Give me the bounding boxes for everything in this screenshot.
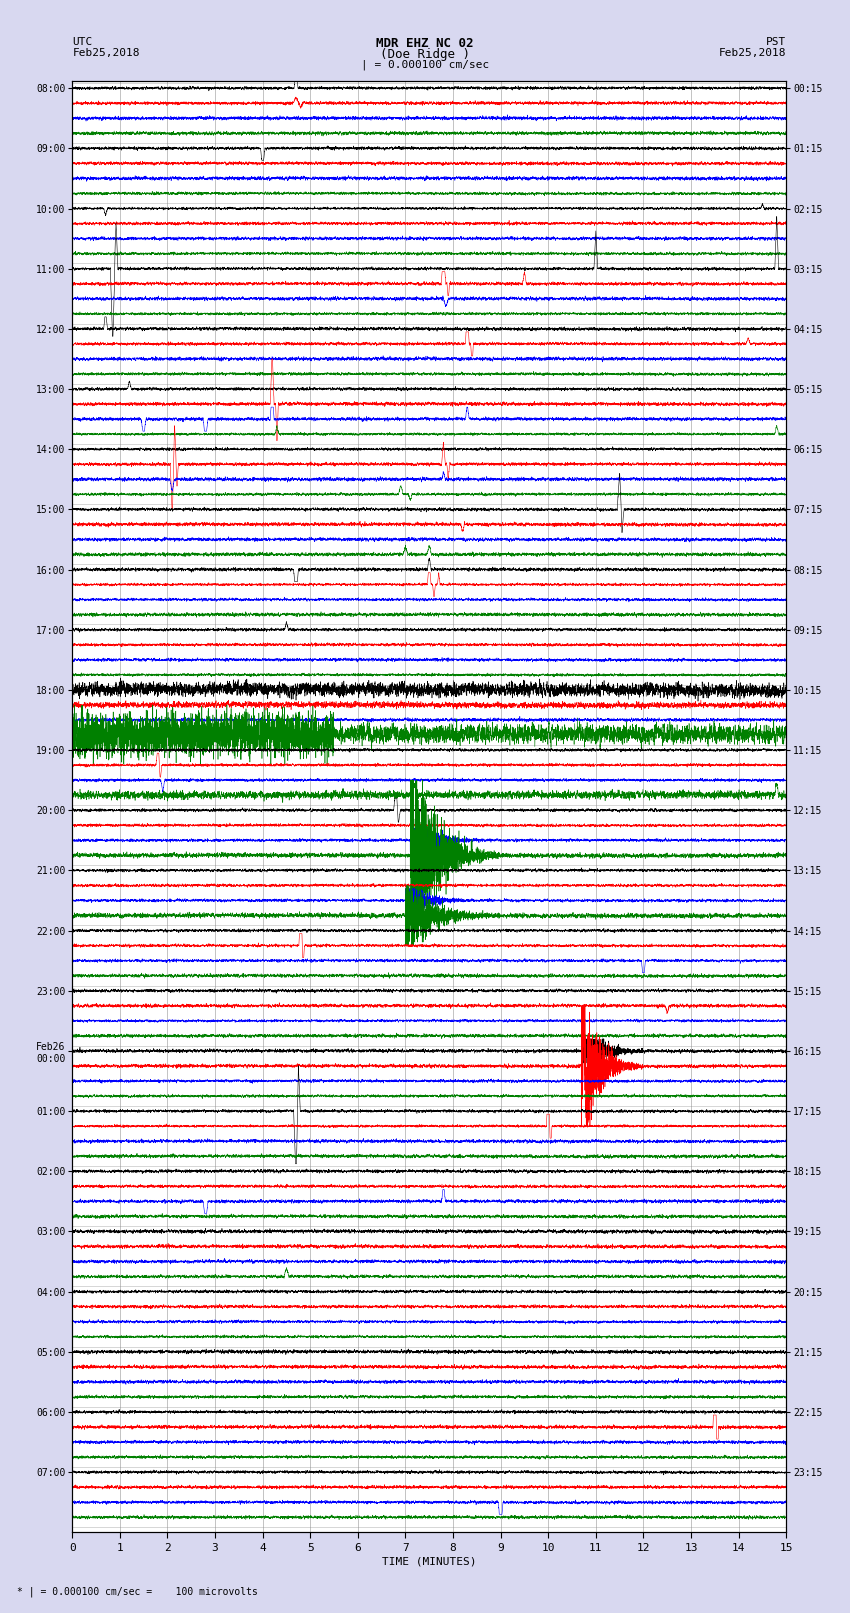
Text: MDR EHZ NC 02: MDR EHZ NC 02 [377,37,473,50]
Text: * | = 0.000100 cm/sec =    100 microvolts: * | = 0.000100 cm/sec = 100 microvolts [17,1586,258,1597]
Text: | = 0.000100 cm/sec: | = 0.000100 cm/sec [361,60,489,71]
Text: (Doe Ridge ): (Doe Ridge ) [380,48,470,61]
Text: Feb25,2018: Feb25,2018 [719,48,786,58]
Text: UTC: UTC [72,37,93,47]
Text: Feb25,2018: Feb25,2018 [72,48,139,58]
X-axis label: TIME (MINUTES): TIME (MINUTES) [382,1557,477,1566]
Text: PST: PST [766,37,786,47]
